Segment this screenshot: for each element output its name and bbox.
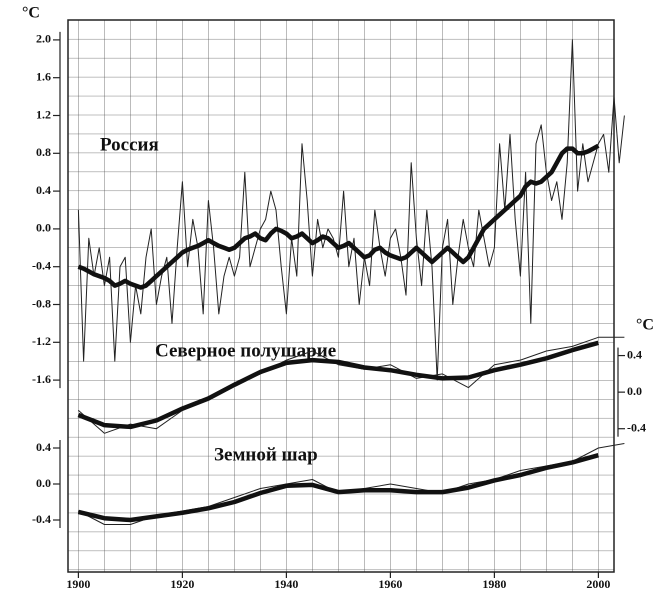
y-tick-label: -1.6: [32, 372, 51, 386]
annotation: Земной шар: [214, 444, 318, 465]
y-tick-label: 0.0: [36, 476, 51, 490]
x-tick-label: 1920: [170, 577, 194, 591]
y-tick-label: -0.4: [32, 512, 51, 526]
y-tick-label: 0.4: [36, 183, 51, 197]
y-tick-label: 1.6: [36, 69, 51, 83]
y-axis-label: °C: [22, 5, 40, 22]
x-tick-label: 1940: [274, 577, 298, 591]
annotation: Россия: [100, 134, 159, 155]
y-tick-label: 0.4: [36, 440, 51, 454]
y-tick-label: 2.0: [36, 32, 51, 46]
x-tick-label: 1980: [482, 577, 506, 591]
raw-line: [77, 39, 625, 381]
y-tick-label: 1.2: [36, 107, 51, 121]
annotation: Северное полушарие: [155, 340, 336, 361]
y-tick-label: 0.8: [36, 145, 51, 159]
y-tick-label: 0.0: [627, 384, 642, 398]
y-axis-label: °C: [636, 317, 654, 334]
plot-frame: [67, 19, 615, 573]
y-tick-label: -1.2: [32, 334, 51, 348]
x-tick-label: 1900: [66, 577, 90, 591]
smoothed-line: [77, 340, 600, 430]
smoothed-line: [77, 143, 600, 290]
x-tick-label: 2000: [586, 577, 610, 591]
smoothed-line: [77, 453, 600, 523]
y-tick-label: 0.4: [627, 347, 642, 361]
y-tick-label: 0.0: [36, 221, 51, 235]
y-tick-label: -0.8: [32, 296, 51, 310]
grid-background: [68, 20, 614, 572]
y-tick-label: -0.4: [627, 420, 646, 434]
y-tick-label: -0.4: [32, 258, 51, 272]
x-tick-label: 1960: [378, 577, 402, 591]
